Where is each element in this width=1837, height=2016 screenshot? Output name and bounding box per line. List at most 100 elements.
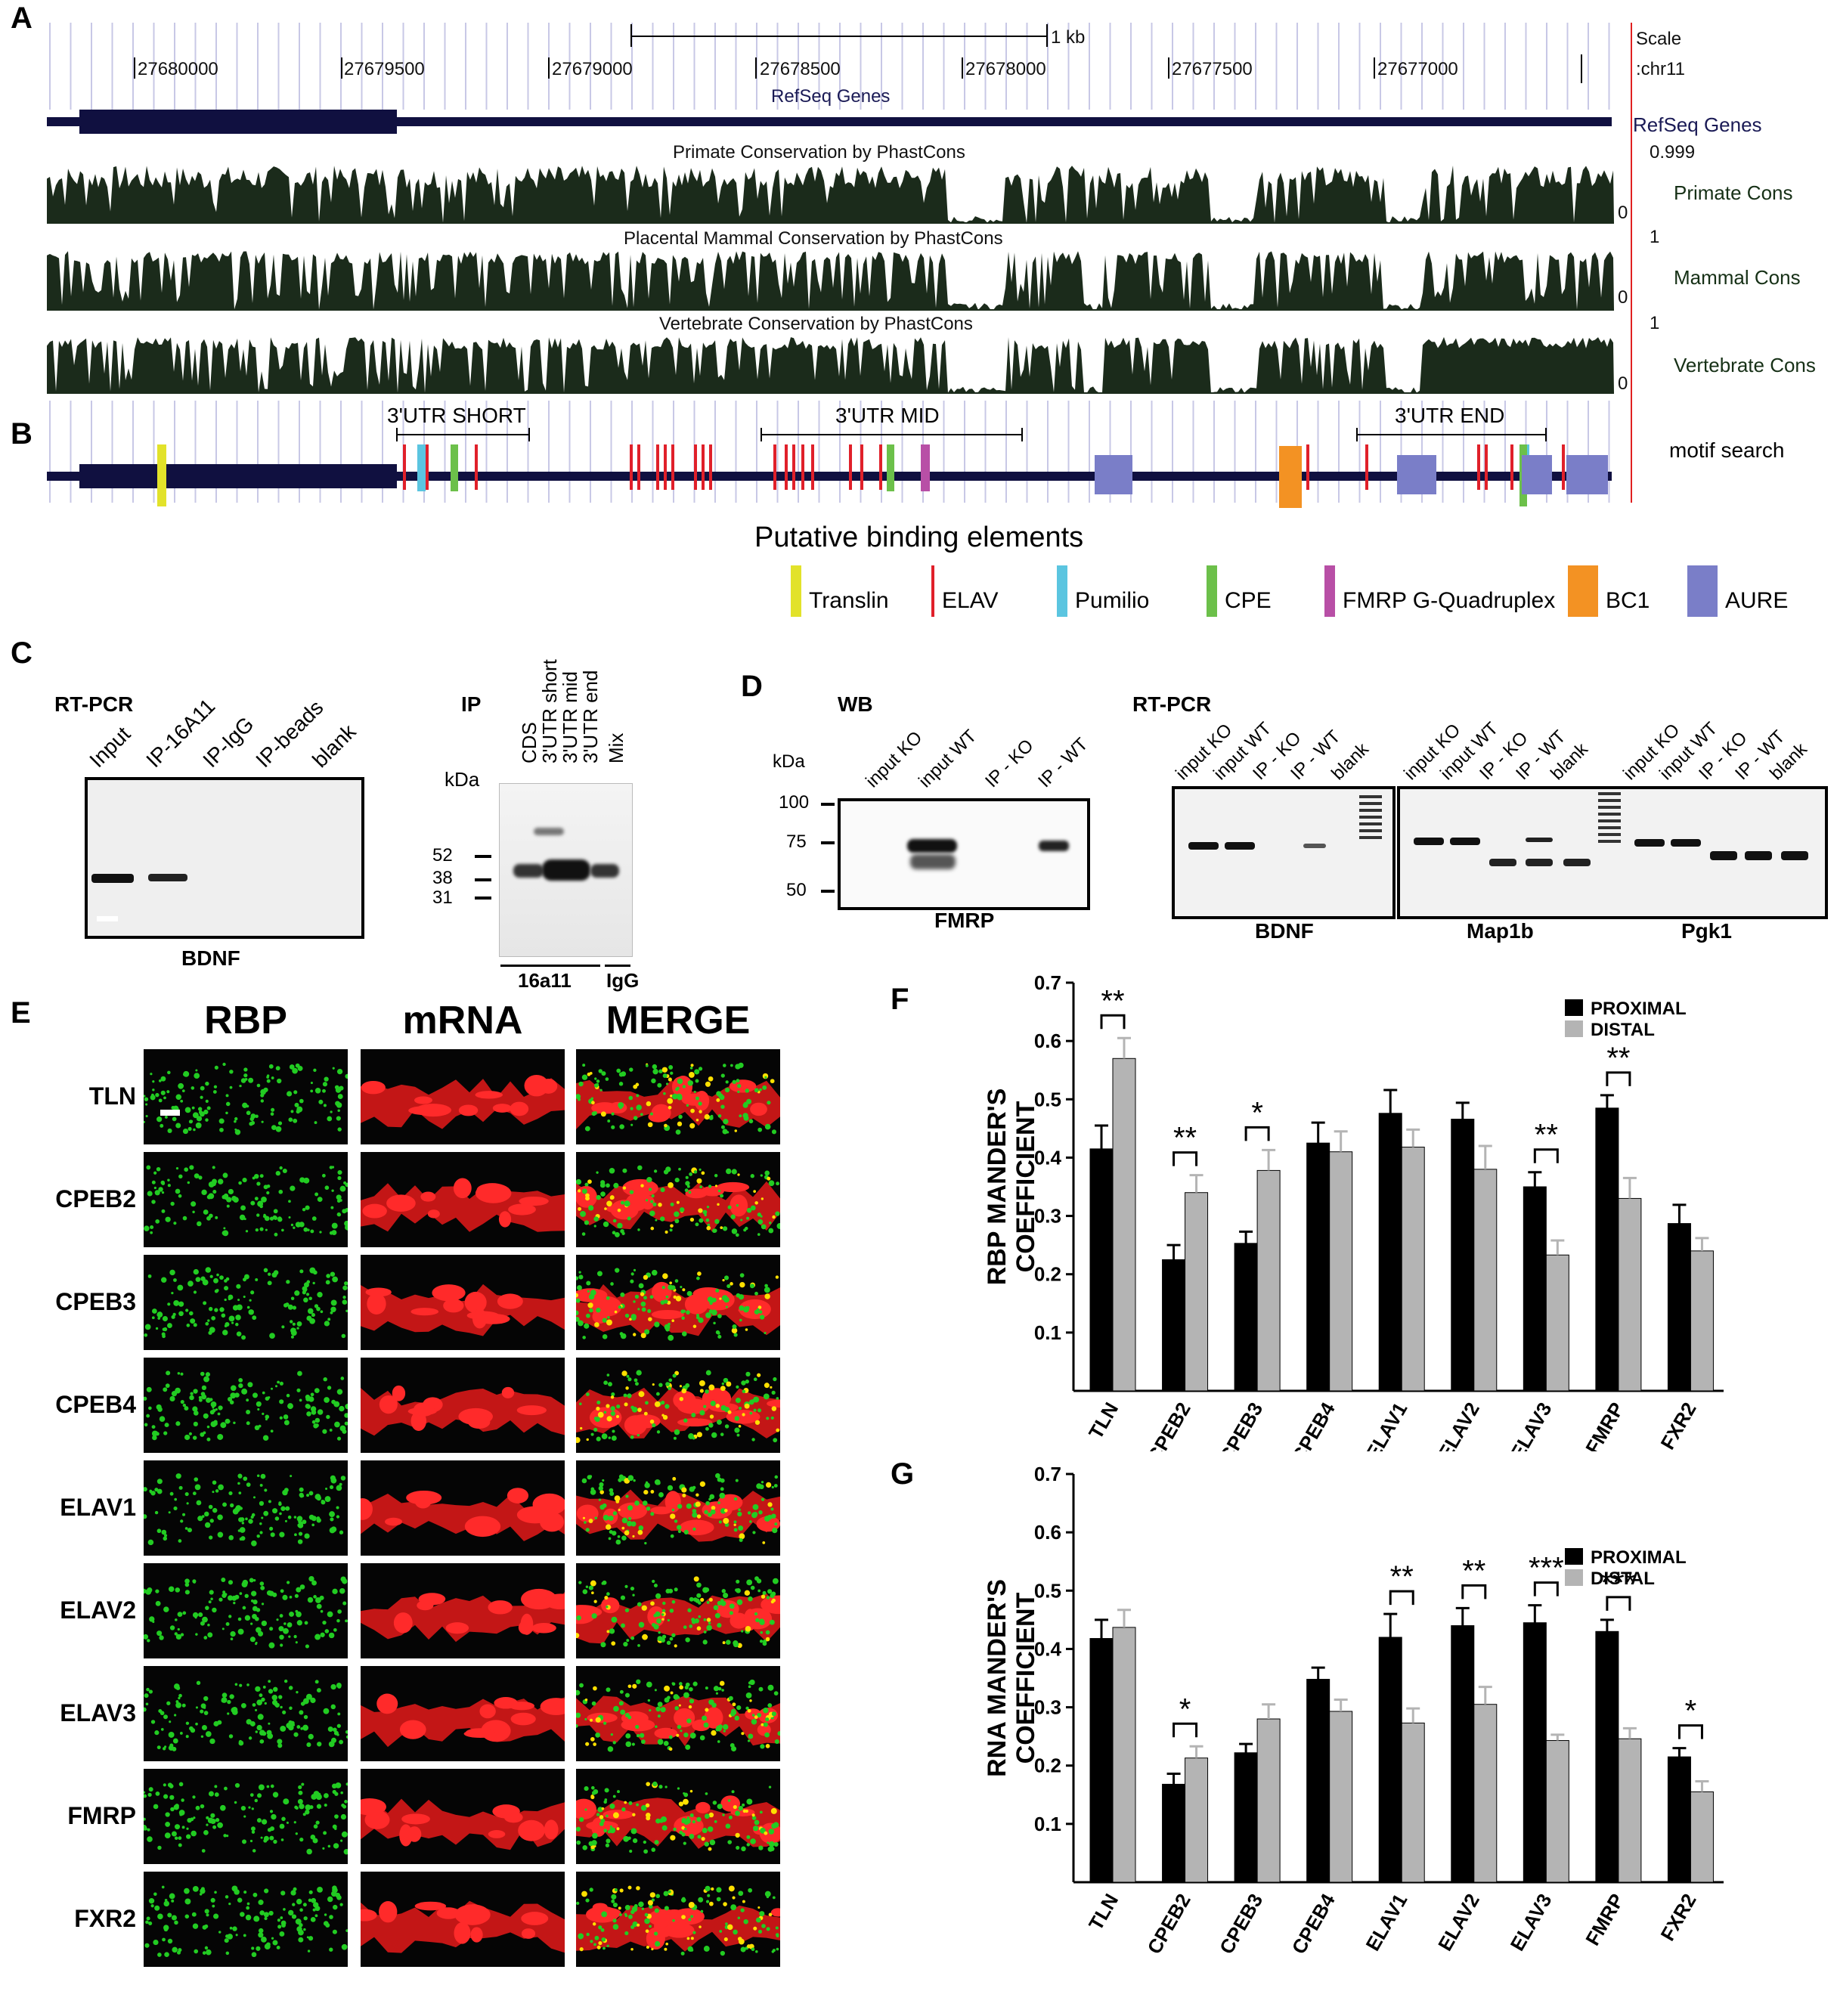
e-image-cpeb2-merge [576,1152,780,1247]
d-gene-map1b: Map1b [1467,919,1534,943]
c-ip-blot [499,783,633,957]
e-image-fmrp-merge [576,1769,780,1864]
motif-elav-14 [801,444,804,490]
e-image-cpeb2-mrna [361,1152,565,1247]
bar-distal-cpeb3 [1256,1169,1281,1392]
legend-label-1: ELAV [942,588,999,613]
c-ip-lane-mix: Mix [605,732,627,763]
motif-aure-2 [1522,455,1552,494]
sig-label-elav3: ** [1535,1119,1558,1152]
bar-distal-elav1 [1401,1722,1425,1883]
sig-bracket-elav3 [1533,1581,1559,1596]
sig-label-elav2: ** [1462,1554,1485,1587]
bar-distal-fxr2 [1690,1250,1714,1392]
legend-swatch-3 [1207,565,1217,617]
region-label-end: 3'UTR END [1395,404,1505,427]
y-tick-label-6: 0.7 [1034,1466,1061,1485]
motif-elav-6 [664,444,667,490]
chrom-label: :chr11 [1636,59,1685,79]
x-tick-label-tln: TLN [1084,1890,1123,1934]
x-tick-label-elav1: ELAV1 [1361,1398,1412,1451]
track-min-primate: 0 [1618,203,1628,223]
d-wb-label: FMRP [934,909,995,932]
bar-proximal-elav1 [1378,1637,1402,1883]
motif-elav-12 [785,444,788,490]
y-tick-label-5: 0.6 [1034,1521,1061,1544]
legend-swatch-proximal [1565,1548,1583,1565]
legend-label-distal: DISTAL [1591,1020,1655,1040]
track-side-primate: Primate Cons [1674,181,1793,204]
d-gene-bdnf: BDNF [1255,919,1314,943]
c-rtpcr-title: RT-PCR [54,692,134,716]
motif-aure-3 [1566,455,1608,494]
e-image-cpeb4-rbp [144,1358,348,1453]
panel-label-g: G [891,1457,915,1491]
y-tick-label-4: 0.5 [1034,1088,1061,1110]
motif-elav-20 [1365,444,1368,490]
genome-browser [47,23,1632,508]
sig-label-cpeb2: * [1179,1692,1191,1726]
motif-aure-0 [1095,455,1132,494]
legend-swatch-4 [1324,565,1335,617]
sig-label-fmrp: *** [1601,1566,1637,1599]
scalebar-label: 1 kb [1051,27,1086,48]
d-wb-lane-2: IP - KO [981,735,1038,792]
legend-swatch-proximal [1565,999,1583,1016]
motif-g-quadruplex [921,444,930,491]
y-tick-label-4: 0.5 [1034,1579,1061,1602]
e-image-elav2-merge [576,1563,780,1658]
bar-proximal-fxr2 [1667,1223,1691,1392]
sig-label-fxr2: * [1685,1695,1697,1728]
sig-label-elav1: ** [1390,1560,1414,1593]
bar-distal-elav2 [1473,1169,1498,1392]
e-row-label-elav2: ELAV2 [60,1596,136,1624]
d-marker-75: 75 [786,831,807,852]
x-tick-label-cpeb3: CPEB3 [1215,1398,1267,1451]
motif-elav-8 [694,444,697,490]
d-wb-title: WB [838,692,873,716]
e-row-label-cpeb2: CPEB2 [55,1185,136,1212]
x-tick-label-fxr2: FXR2 [1656,1890,1700,1945]
y-tick-label-1: 0.2 [1034,1754,1061,1777]
e-row-label-cpeb4: CPEB4 [55,1391,136,1418]
y-tick-label-3: 0.4 [1034,1637,1062,1660]
x-tick-label-elav1: ELAV1 [1361,1890,1412,1955]
sig-label-cpeb3: * [1251,1096,1263,1129]
sig-bracket-fxr2 [1677,1724,1703,1739]
bar-proximal-cpeb3 [1234,1752,1258,1883]
d-marker-100: 100 [779,792,810,813]
motif-elav-2 [475,444,478,490]
coord-4: 27678000 [965,59,1046,79]
coord-2: 27679000 [552,59,633,79]
legend-label-2: Pumilio [1075,588,1150,613]
d-gel-map1b-pgk1 [1397,786,1828,919]
chart-g: 0.1 0.2 0.3 0.4 0.5 0.6 0.7 RNA MANDER'SCOEFFIC… [983,1466,1724,1958]
c-lane-input: Input [85,722,135,773]
motif-bc1 [1279,446,1302,508]
coord-6: 27677000 [1377,59,1458,79]
motif-translin [157,444,166,506]
motif-elav-13 [792,444,795,490]
y-tick-label-5: 0.6 [1034,1030,1061,1052]
d-wb-blot [838,798,1090,910]
bar-proximal-tln [1089,1638,1114,1883]
bar-proximal-elav3 [1523,1622,1547,1883]
bar-distal-elav3 [1545,1254,1569,1392]
motif-elav-1 [426,444,429,490]
motif-elav-17 [860,444,863,490]
sig-label-elav3: *** [1529,1552,1564,1585]
x-tick-label-elav2: ELAV2 [1433,1398,1484,1451]
legend-swatch-distal [1565,1020,1583,1037]
coord-1: 27679500 [344,59,425,79]
motif-elav-22 [1485,444,1488,490]
chart-f: 0.1 0.2 0.3 0.4 0.5 0.6 0.7 RBP MANDER'SCOEFFIC… [983,971,1724,1451]
legend-swatch-5 [1568,565,1598,617]
c-antibody-label: 16a11 [518,969,572,992]
legend-label-3: CPE [1225,588,1272,613]
track-side-mammal: Mammal Cons [1674,266,1801,289]
sig-bracket-cpeb2 [1173,1722,1198,1738]
e-image-elav1-rbp [144,1460,348,1556]
bar-distal-elav2 [1473,1704,1498,1883]
e-col-mrna: mRNA [402,999,523,1042]
e-image-elav3-mrna [361,1666,565,1761]
